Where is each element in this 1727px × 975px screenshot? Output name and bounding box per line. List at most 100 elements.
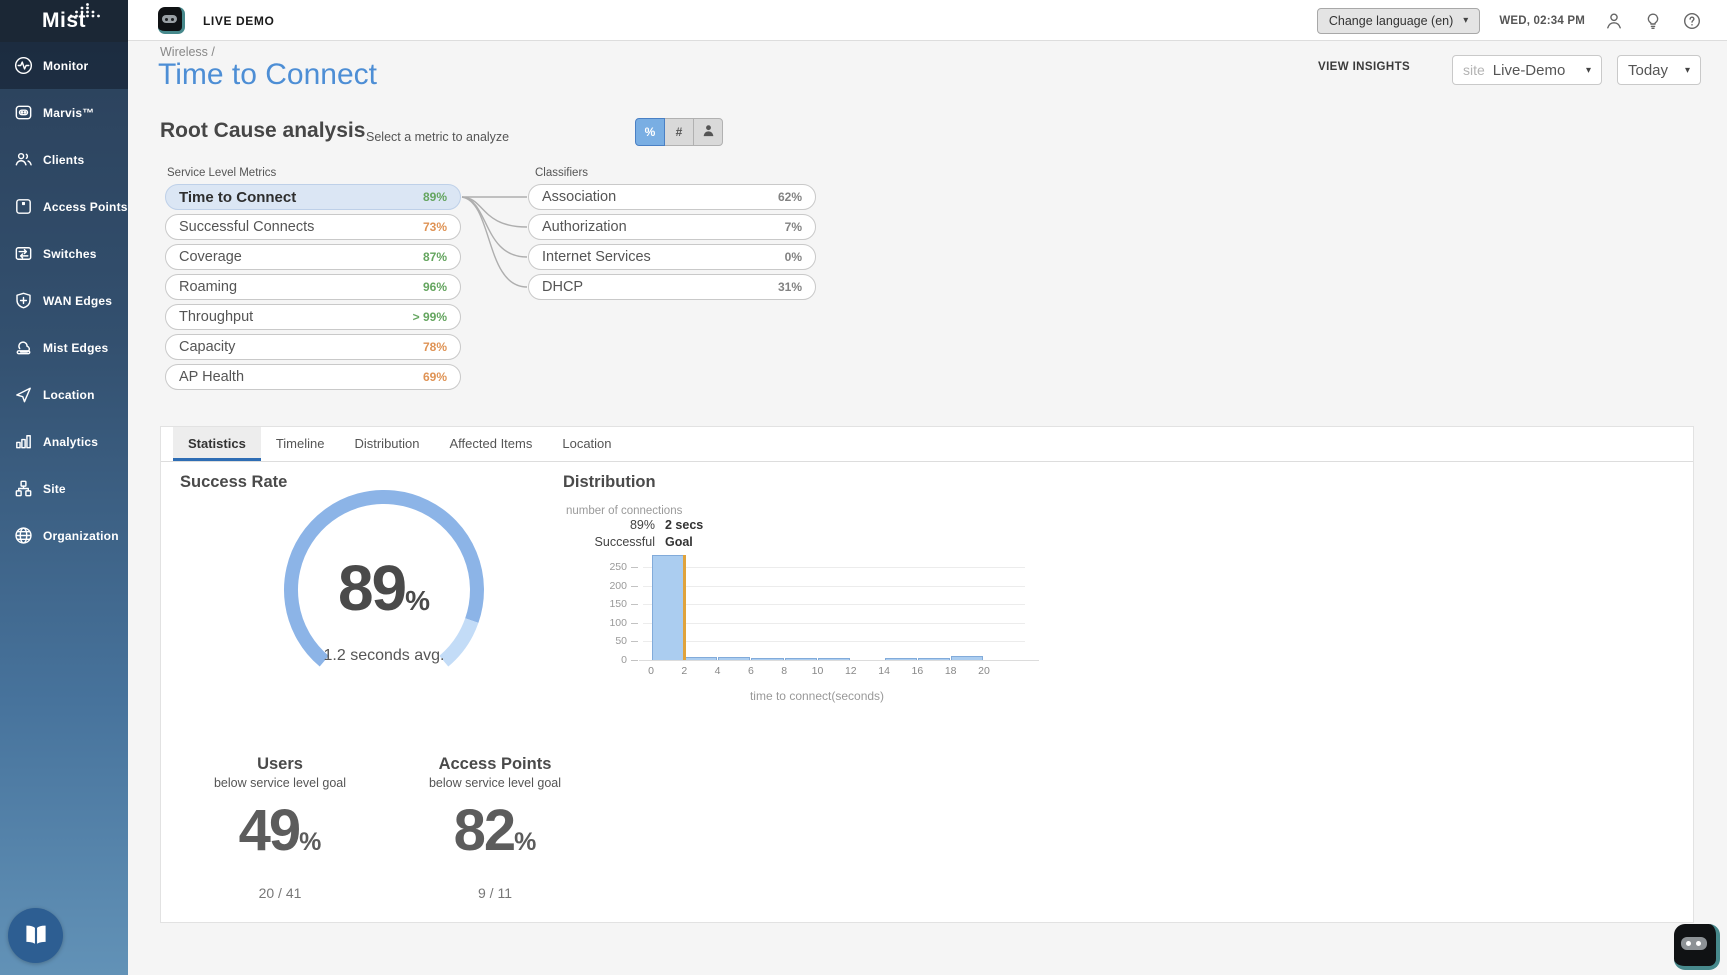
bar-2-4 — [684, 657, 718, 660]
page-title: Time to Connect — [158, 58, 377, 91]
y-tick-label: 100 — [609, 616, 627, 629]
chevron-down-icon: ▾ — [1463, 15, 1469, 26]
mist-logo[interactable]: Mist — [0, 0, 128, 42]
sidebar-item-switches[interactable]: Switches — [0, 230, 128, 277]
goal-line — [682, 555, 686, 660]
metric-throughput[interactable]: Throughput > 99% — [165, 304, 461, 330]
sidebar-item-label: Mist Edges — [43, 340, 109, 355]
classifier-dhcp[interactable]: DHCP 31% — [528, 274, 816, 300]
bar-8-10 — [784, 658, 817, 660]
sidebar-item-mist-edges[interactable]: Mist Edges — [0, 324, 128, 371]
sidebar-item-analytics[interactable]: Analytics — [0, 418, 128, 465]
sidebar-item-access-points[interactable]: Access Points — [0, 183, 128, 230]
classifier-internet-services[interactable]: Internet Services 0% — [528, 244, 816, 270]
site-selector[interactable]: site Live-Demo ▾ — [1452, 55, 1602, 85]
bar-10-12 — [818, 658, 851, 660]
x-tick-label: 18 — [944, 665, 957, 677]
metric-capacity[interactable]: Capacity 78% — [165, 334, 461, 360]
gridline — [643, 604, 1025, 606]
success-rate-title: Success Rate — [180, 473, 288, 491]
tab-statistics[interactable]: Statistics — [173, 427, 261, 461]
metric-name: Capacity — [179, 339, 236, 355]
help-icon[interactable] — [1682, 11, 1702, 31]
change-language-button[interactable]: Change language (en) ▾ — [1316, 7, 1481, 34]
x-tick-label: 20 — [978, 665, 990, 677]
marvis-chat-button[interactable] — [1674, 924, 1720, 970]
metric-roaming[interactable]: Roaming 96% — [165, 274, 461, 300]
chevron-down-icon: ▾ — [1684, 64, 1690, 76]
x-tick-label: 0 — [648, 665, 654, 677]
users-stat: Users below service level goal 49% 20 / … — [170, 755, 390, 901]
metric-toggle-percent[interactable]: % — [635, 118, 665, 146]
documentation-button[interactable] — [8, 908, 63, 963]
organization-icon — [12, 525, 34, 547]
root-cause-subtitle: Select a metric to analyze — [366, 130, 510, 144]
sidebar-item-organization[interactable]: Organization — [0, 512, 128, 559]
metric-value: > 99% — [412, 310, 447, 324]
metric-ap-health[interactable]: AP Health 69% — [165, 364, 461, 390]
y-tick-label: 50 — [615, 635, 627, 648]
time-range-selector[interactable]: Today ▾ — [1617, 55, 1701, 85]
sidebar-item-location[interactable]: Location — [0, 371, 128, 418]
tab-timeline[interactable]: Timeline — [275, 436, 325, 451]
sidebar-item-marvis[interactable]: Marvis™ — [0, 89, 128, 136]
topbar: LIVE DEMO Change language (en) ▾ WED, 02… — [128, 0, 1727, 41]
marvis-icon — [12, 102, 34, 124]
metric-value: 96% — [422, 280, 447, 294]
gridline — [643, 622, 1025, 624]
chart-y-axis-label: number of connections — [566, 505, 683, 517]
lightbulb-icon[interactable] — [1643, 11, 1663, 31]
view-insights-link[interactable]: VIEW INSIGHTS — [1318, 61, 1411, 73]
y-tick-label: 200 — [609, 579, 627, 592]
metric-toggle-user[interactable] — [693, 118, 723, 146]
metric-successful-connects[interactable]: Successful Connects 73% — [165, 214, 461, 240]
sidebar-nav: Monitor Marvis™ Clients Access Points Switch… — [0, 42, 128, 559]
bar-14-16 — [884, 658, 917, 660]
main-content: Wireless / Time to Connect VIEW INSIGHTS… — [128, 41, 1727, 975]
classifier-association[interactable]: Association 62% — [528, 184, 816, 210]
metric-value: 78% — [422, 340, 447, 354]
metric-coverage[interactable]: Coverage 87% — [165, 244, 461, 270]
metric-classifier-connectors — [461, 196, 528, 288]
sidebar-item-monitor[interactable]: Monitor — [0, 42, 128, 89]
site-selector-prefix: site — [1463, 62, 1485, 78]
chart-x-axis-label: time to connect(seconds) — [749, 689, 885, 703]
classifier-name: DHCP — [542, 279, 584, 295]
gridline — [643, 567, 1025, 569]
access-points-stat-ratio: 9 / 11 — [478, 885, 512, 901]
access-points-stat-subtitle: below service level goal — [428, 776, 561, 790]
metric-value: 69% — [422, 370, 447, 384]
tab-distribution[interactable]: Distribution — [354, 436, 420, 451]
users-stat-ratio: 20 / 41 — [258, 885, 302, 901]
success-rate-value: 89% — [337, 552, 431, 624]
sidebar-item-label: Clients — [43, 152, 85, 167]
service-level-metrics-list: Time to Connect 89% Successful Connects 73%… — [165, 184, 461, 390]
clients-icon — [12, 149, 34, 171]
time-range-value: Today — [1628, 61, 1669, 79]
book-icon — [23, 923, 48, 947]
metric-time-to-connect[interactable]: Time to Connect 89% — [165, 184, 461, 210]
sidebar-item-clients[interactable]: Clients — [0, 136, 128, 183]
gridline — [643, 585, 1025, 587]
metric-value: 89% — [422, 190, 447, 204]
gridline — [643, 641, 1025, 643]
site-selector-value: Live-Demo — [1492, 61, 1566, 79]
sidebar-item-wan-edges[interactable]: WAN Edges — [0, 277, 128, 324]
x-tick-label: 2 — [681, 665, 688, 677]
user-icon[interactable] — [1604, 11, 1624, 31]
breadcrumb[interactable]: Wireless / — [160, 45, 215, 59]
tab-affected-items[interactable]: Affected Items — [449, 436, 533, 451]
site-icon — [12, 478, 34, 500]
classifier-authorization[interactable]: Authorization 7% — [528, 214, 816, 240]
x-tick-label: 4 — [714, 665, 721, 677]
sidebar-item-label: Switches — [43, 246, 97, 261]
x-tick-label: 14 — [878, 665, 890, 677]
classifiers-list: Association 62% Authorization 7% Internet Se… — [528, 184, 816, 300]
metric-toggle-count[interactable]: # — [664, 118, 694, 146]
tab-location[interactable]: Location — [562, 436, 612, 451]
sidebar-item-site[interactable]: Site — [0, 465, 128, 512]
mist-logo-text: Mist — [42, 9, 86, 32]
marvis-icon[interactable] — [158, 7, 185, 34]
y-tick-mark — [631, 660, 638, 661]
access-points-stat-value: 82% — [453, 798, 537, 863]
